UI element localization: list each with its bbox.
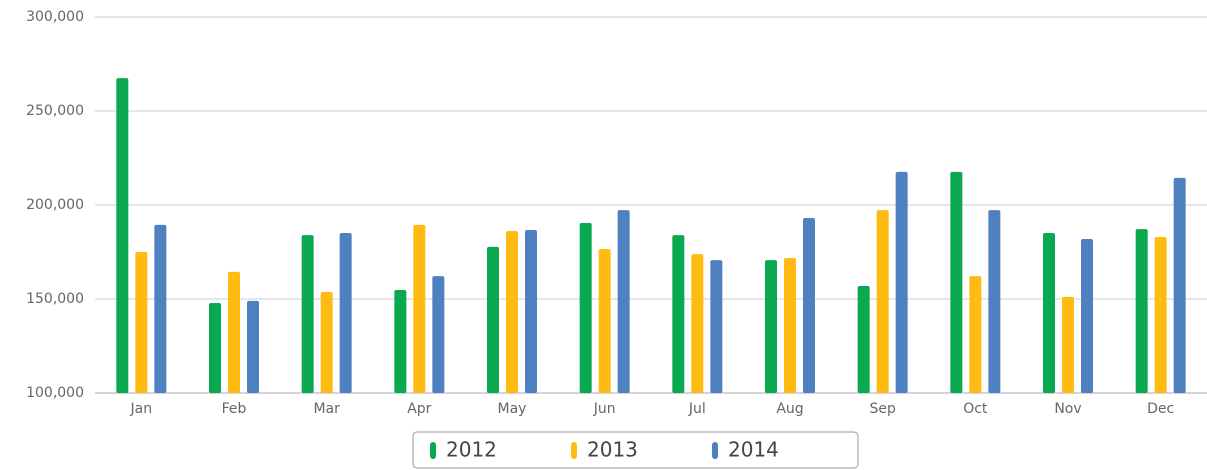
bar [1081,239,1093,393]
bar [320,292,333,393]
bar [617,210,630,393]
x-tick-label: Jan [130,401,153,417]
x-tick-label: May [498,401,527,417]
bar [339,233,352,393]
bar [413,224,426,393]
bar [301,235,314,393]
y-tick-label: 200,000 [26,197,84,213]
legend-marker [712,442,718,459]
bar [895,171,908,393]
bar [487,246,499,393]
legend-label: 2013 [587,438,638,462]
bar [506,230,518,393]
bar [135,252,148,393]
y-tick-label: 100,000 [26,385,84,401]
bar [950,171,963,393]
bar [1135,229,1148,393]
bar [1062,296,1074,393]
y-tick-label: 300,000 [26,9,84,25]
bar [154,224,167,393]
bar [598,248,611,393]
bar [988,210,1001,393]
bar [432,276,445,393]
legend-marker [430,442,436,459]
legend-marker [571,442,577,459]
bar [228,271,240,393]
bar [209,302,221,393]
x-tick-label: Aug [776,401,803,417]
y-tick-label: 150,000 [26,291,84,307]
x-tick-label: Mar [313,401,340,417]
x-tick-label: Jun [593,401,616,417]
x-tick-label: Apr [407,401,431,417]
x-tick-label: Dec [1147,401,1174,417]
bar [857,286,870,393]
bar [247,300,259,393]
bar [803,217,815,393]
x-tick-label: Sep [869,401,896,417]
bar [116,78,129,393]
bar [672,235,685,393]
bar [765,260,777,393]
bar [579,223,592,393]
legend-label: 2012 [446,438,497,462]
bar [394,289,407,393]
bar [710,260,723,393]
x-tick-label: Nov [1054,401,1081,417]
bar [525,230,537,393]
bar [1154,236,1167,393]
x-tick-label: Feb [222,401,247,417]
x-tick-label: Oct [963,401,988,417]
bar [691,254,704,393]
x-tick-label: Jul [688,401,706,417]
legend-box [412,431,859,469]
y-tick-label: 250,000 [26,103,84,119]
bar [1173,177,1186,393]
legend-label: 2014 [728,438,779,462]
bar [1043,233,1055,393]
bar [876,210,889,393]
bar [784,258,796,393]
bar [969,276,982,393]
